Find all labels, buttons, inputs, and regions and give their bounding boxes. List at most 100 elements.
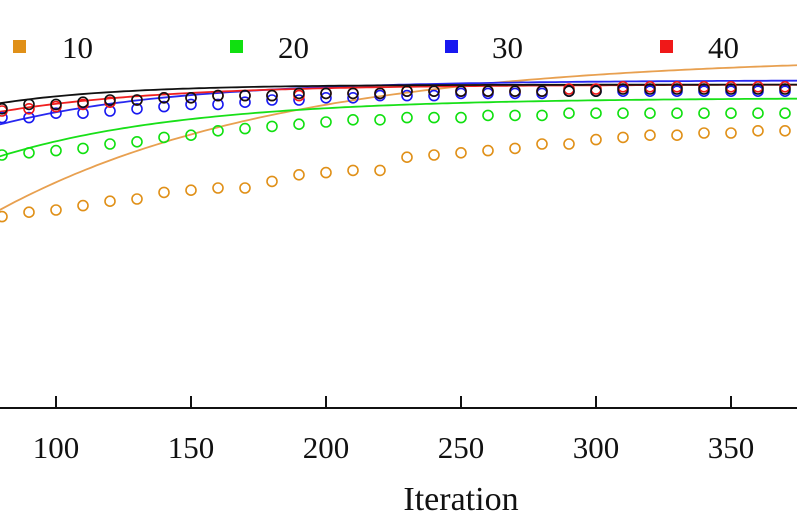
point-series-20-110	[77, 142, 89, 155]
point-series-black-180	[266, 89, 278, 102]
legend-swatch-40	[660, 40, 673, 53]
point-series-black-120	[104, 94, 116, 106]
legend-label-20: 20	[278, 30, 309, 65]
point-series-black-80	[0, 103, 8, 115]
point-series-20-280	[536, 109, 548, 122]
point-series-20-200	[320, 116, 332, 128]
point-series-black-360	[752, 83, 764, 95]
point-series-black-140	[158, 92, 170, 104]
point-series-30-210	[347, 92, 359, 104]
point-series-black-220	[374, 87, 386, 100]
point-series-10-370	[779, 125, 791, 137]
point-series-10-160	[212, 182, 224, 194]
legend: 10 20 30 40	[13, 30, 739, 65]
point-series-30-170	[239, 96, 251, 108]
point-series-20-370	[779, 107, 791, 119]
point-series-10-150	[185, 184, 197, 196]
point-series-10-240	[428, 149, 440, 161]
point-series-black-240	[428, 85, 440, 97]
fit-line-series-20	[0, 97, 797, 158]
point-series-black-280	[536, 85, 548, 97]
point-series-10-320	[644, 129, 656, 141]
point-series-40-90	[23, 103, 35, 115]
x-axis-ticks	[55, 396, 732, 408]
point-series-black-110	[77, 96, 89, 108]
point-series-20-100	[50, 144, 62, 157]
point-series-30-130	[131, 103, 143, 115]
point-series-30-80	[0, 111, 8, 124]
point-series-10-250	[455, 147, 467, 159]
point-series-20-150	[185, 129, 197, 141]
legend-swatch-20	[230, 40, 243, 53]
point-series-black-100	[50, 98, 62, 111]
legend-swatch-30	[445, 40, 458, 53]
point-series-10-170	[239, 182, 251, 194]
point-series-black-190	[293, 87, 305, 100]
fit-line-series-30	[0, 79, 797, 126]
point-series-30-110	[77, 107, 89, 119]
point-series-10-310	[617, 131, 629, 144]
point-series-10-220	[374, 164, 386, 177]
legend-swatch-10	[13, 40, 26, 53]
point-series-20-80	[0, 149, 8, 161]
point-series-10-340	[698, 127, 710, 139]
legend-label-10: 10	[62, 30, 93, 65]
point-series-10-260	[482, 144, 494, 157]
point-series-black-350	[725, 83, 737, 95]
point-series-10-360	[752, 125, 764, 137]
point-series-30-180	[266, 94, 278, 106]
point-series-10-330	[671, 129, 683, 141]
point-series-10-80	[0, 210, 8, 223]
point-series-black-320	[644, 83, 656, 95]
x-tick-label-150: 150	[168, 430, 215, 465]
point-series-black-290	[563, 85, 575, 97]
point-series-30-200	[320, 92, 332, 104]
x-tick-label-100: 100	[33, 430, 80, 465]
point-series-30-190	[293, 94, 305, 106]
point-series-black-340	[698, 83, 710, 95]
point-series-black-310	[617, 83, 629, 95]
point-series-30-240	[428, 89, 440, 102]
point-series-black-270	[509, 85, 521, 97]
point-series-30-230	[401, 89, 413, 102]
point-series-30-160	[212, 98, 224, 111]
point-series-10-110	[77, 199, 89, 212]
point-series-10-190	[293, 169, 305, 181]
x-tick-label-250: 250	[438, 430, 485, 465]
point-series-black-250	[455, 85, 467, 97]
point-series-10-230	[401, 151, 413, 163]
x-axis-label: Iteration	[403, 481, 518, 518]
legend-label-30: 30	[492, 30, 523, 65]
point-series-20-220	[374, 114, 386, 126]
point-series-20-260	[482, 109, 494, 122]
x-tick-label-350: 350	[708, 430, 755, 465]
point-series-20-130	[131, 136, 143, 148]
point-series-10-140	[158, 186, 170, 199]
point-series-20-300	[590, 107, 602, 119]
point-series-10-180	[266, 175, 278, 188]
point-series-black-160	[212, 89, 224, 102]
point-series-10-210	[347, 164, 359, 177]
point-series-20-290	[563, 107, 575, 119]
point-series-10-350	[725, 127, 737, 139]
point-series-10-100	[50, 204, 62, 216]
point-series-30-120	[104, 105, 116, 117]
fit-line-series-black	[0, 83, 797, 105]
point-series-10-200	[320, 166, 332, 179]
point-series-black-200	[320, 87, 332, 100]
point-series-30-150	[185, 98, 197, 111]
point-series-20-180	[266, 120, 278, 133]
point-series-20-270	[509, 109, 521, 122]
point-series-black-130	[131, 94, 143, 106]
point-series-20-340	[698, 107, 710, 119]
point-series-black-210	[347, 87, 359, 100]
point-series-10-290	[563, 138, 575, 150]
legend-label-40: 40	[708, 30, 739, 65]
point-series-10-90	[23, 206, 35, 218]
point-series-20-210	[347, 114, 359, 126]
point-series-20-320	[644, 107, 656, 119]
x-tick-label-200: 200	[303, 430, 350, 465]
point-series-10-300	[590, 133, 602, 146]
x-tick-label-300: 300	[573, 430, 620, 465]
